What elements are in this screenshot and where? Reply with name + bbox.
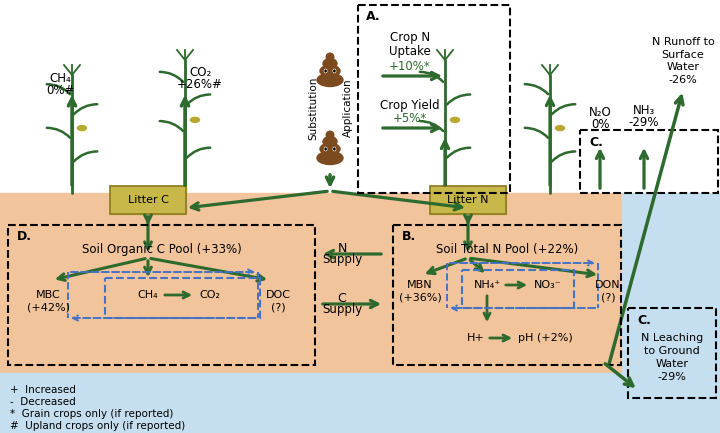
Ellipse shape: [325, 148, 326, 150]
Text: MBC: MBC: [35, 290, 60, 300]
Bar: [0, 193, 625, 375]
Text: *  Grain crops only (if reported): * Grain crops only (if reported): [10, 409, 174, 419]
Text: Substitution: Substitution: [308, 76, 318, 140]
Ellipse shape: [334, 148, 335, 150]
Text: C: C: [338, 291, 346, 304]
Ellipse shape: [326, 53, 334, 61]
Text: D.: D.: [17, 230, 32, 243]
Ellipse shape: [317, 74, 343, 87]
Text: #  Upland crops only (if reported): # Upland crops only (if reported): [10, 421, 185, 431]
Ellipse shape: [320, 65, 340, 77]
Ellipse shape: [326, 131, 334, 139]
Text: Supply: Supply: [322, 253, 362, 266]
Ellipse shape: [323, 136, 337, 147]
Text: H+: H+: [467, 333, 485, 343]
Text: NH₃: NH₃: [633, 103, 655, 116]
Text: 0%#: 0%#: [46, 84, 74, 97]
Text: -26%: -26%: [669, 75, 698, 85]
Ellipse shape: [556, 126, 564, 131]
Text: Uptake: Uptake: [389, 45, 431, 58]
Bar: [110, 186, 186, 214]
Text: DOC: DOC: [266, 290, 290, 300]
Bar: [0, 373, 720, 433]
Ellipse shape: [317, 152, 343, 165]
Ellipse shape: [334, 70, 335, 72]
Text: -29%: -29%: [629, 116, 660, 129]
Text: N₂O: N₂O: [589, 106, 611, 119]
Text: -29%: -29%: [657, 372, 686, 382]
Text: Soil Total N Pool (+22%): Soil Total N Pool (+22%): [436, 242, 578, 255]
Bar: [622, 193, 720, 375]
Text: Application: Application: [343, 79, 353, 137]
Ellipse shape: [451, 117, 459, 123]
Text: Crop N: Crop N: [390, 32, 430, 45]
Ellipse shape: [191, 117, 199, 123]
Ellipse shape: [333, 147, 336, 151]
Text: 0%: 0%: [590, 117, 609, 130]
Bar: [430, 186, 506, 214]
Text: Surface: Surface: [662, 50, 704, 60]
Text: +26%#: +26%#: [177, 78, 223, 91]
Text: Litter C: Litter C: [127, 195, 168, 205]
Text: B.: B.: [402, 230, 416, 243]
Text: C.: C.: [637, 313, 651, 326]
Text: (?): (?): [271, 303, 285, 313]
Text: to Ground: to Ground: [644, 346, 700, 356]
Text: Water: Water: [667, 62, 700, 72]
Text: N: N: [337, 242, 347, 255]
Ellipse shape: [325, 69, 327, 73]
Bar: [430, 186, 506, 214]
Text: CH₄: CH₄: [138, 290, 158, 300]
Text: pH (+2%): pH (+2%): [518, 333, 572, 343]
Text: N Runoff to: N Runoff to: [652, 37, 714, 47]
Ellipse shape: [323, 58, 337, 68]
Text: Water: Water: [655, 359, 688, 369]
Ellipse shape: [320, 143, 340, 155]
Text: N Leaching: N Leaching: [641, 333, 703, 343]
Text: Crop Yield: Crop Yield: [380, 98, 440, 112]
Ellipse shape: [325, 147, 327, 151]
Text: Soil Organic C Pool (+33%): Soil Organic C Pool (+33%): [82, 242, 242, 255]
Text: NO₃⁻: NO₃⁻: [534, 280, 562, 290]
Text: +10%*: +10%*: [389, 59, 431, 72]
Text: A.: A.: [366, 10, 381, 23]
Text: Litter N: Litter N: [447, 195, 489, 205]
Ellipse shape: [333, 69, 336, 73]
Text: DON: DON: [595, 280, 621, 290]
Text: Supply: Supply: [322, 304, 362, 317]
Text: CH₄: CH₄: [49, 71, 71, 84]
Text: +5%*: +5%*: [393, 113, 427, 126]
Ellipse shape: [325, 70, 326, 72]
Text: -  Decreased: - Decreased: [10, 397, 76, 407]
Text: CO₂: CO₂: [199, 290, 220, 300]
Text: (+42%): (+42%): [27, 303, 70, 313]
Text: (+36%): (+36%): [399, 293, 441, 303]
Text: NH₄⁺: NH₄⁺: [474, 280, 500, 290]
Text: +  Increased: + Increased: [10, 385, 76, 395]
Text: (?): (?): [600, 293, 616, 303]
Bar: [110, 186, 186, 214]
Ellipse shape: [78, 126, 86, 131]
Text: MBN: MBN: [408, 280, 433, 290]
Text: C.: C.: [589, 136, 603, 149]
Text: CO₂: CO₂: [189, 65, 211, 78]
